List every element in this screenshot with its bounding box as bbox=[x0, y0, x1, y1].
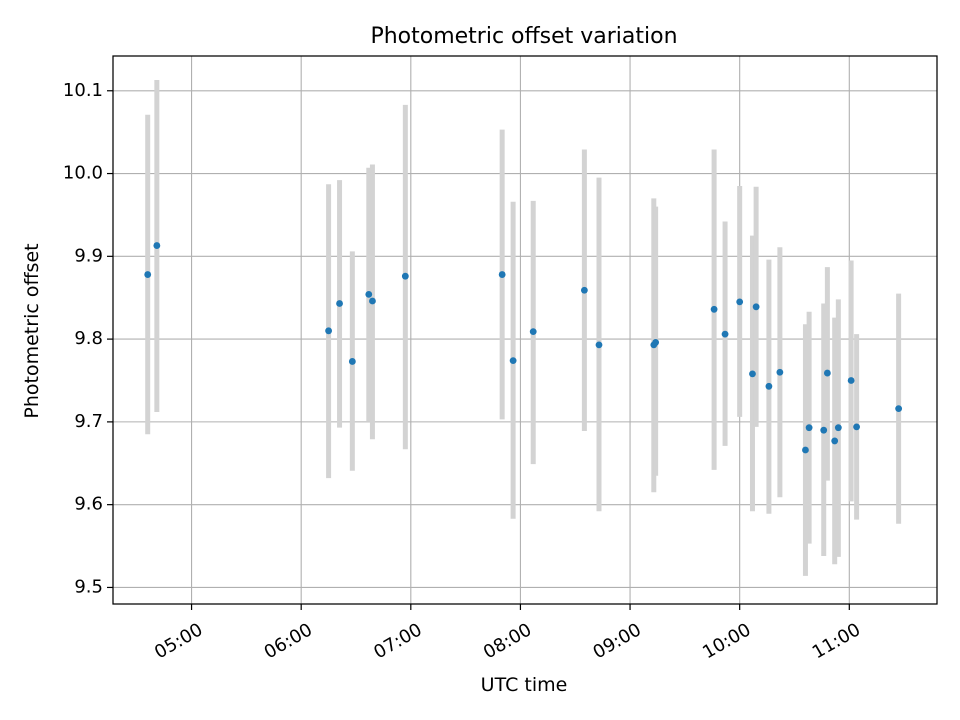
data-point bbox=[595, 341, 603, 349]
data-points bbox=[144, 242, 903, 454]
y-tick-label: 9.8 bbox=[74, 328, 103, 349]
data-point bbox=[509, 357, 517, 365]
data-point bbox=[853, 423, 861, 431]
grid-lines bbox=[113, 56, 937, 604]
data-point bbox=[805, 424, 813, 432]
chart-title: Photometric offset variation bbox=[370, 24, 677, 49]
data-point bbox=[831, 437, 839, 445]
data-point bbox=[776, 368, 784, 376]
data-point bbox=[348, 358, 356, 365]
data-point bbox=[652, 339, 660, 346]
data-point bbox=[721, 330, 729, 338]
plot-frame bbox=[112, 55, 938, 605]
data-point bbox=[365, 291, 373, 298]
data-point bbox=[765, 382, 773, 390]
data-point bbox=[144, 271, 152, 278]
y-tick-label: 9.6 bbox=[74, 494, 103, 515]
y-tick-label: 9.7 bbox=[74, 411, 103, 432]
data-point bbox=[847, 377, 855, 384]
data-point bbox=[580, 286, 588, 294]
data-point bbox=[325, 327, 332, 335]
data-point bbox=[369, 297, 376, 305]
y-tick-label: 9.5 bbox=[74, 576, 103, 597]
data-point bbox=[752, 303, 760, 311]
data-point bbox=[749, 370, 756, 378]
plot-area-background bbox=[113, 56, 937, 604]
data-point bbox=[710, 305, 718, 313]
data-point bbox=[498, 271, 506, 278]
y-tick-label: 10.1 bbox=[63, 80, 103, 101]
data-point bbox=[834, 424, 842, 432]
data-point bbox=[529, 328, 537, 336]
data-point bbox=[802, 446, 809, 454]
data-point bbox=[153, 242, 161, 249]
data-point bbox=[736, 298, 744, 306]
data-point bbox=[401, 272, 409, 280]
data-point bbox=[823, 369, 831, 377]
x-axis-label: UTC time bbox=[481, 674, 568, 696]
y-tick-label: 9.9 bbox=[74, 245, 103, 266]
data-point bbox=[895, 405, 903, 413]
data-point bbox=[336, 300, 343, 307]
data-point bbox=[820, 426, 828, 434]
y-tick-label: 10.0 bbox=[63, 163, 103, 184]
y-axis-label: Photometric offset bbox=[21, 243, 43, 418]
